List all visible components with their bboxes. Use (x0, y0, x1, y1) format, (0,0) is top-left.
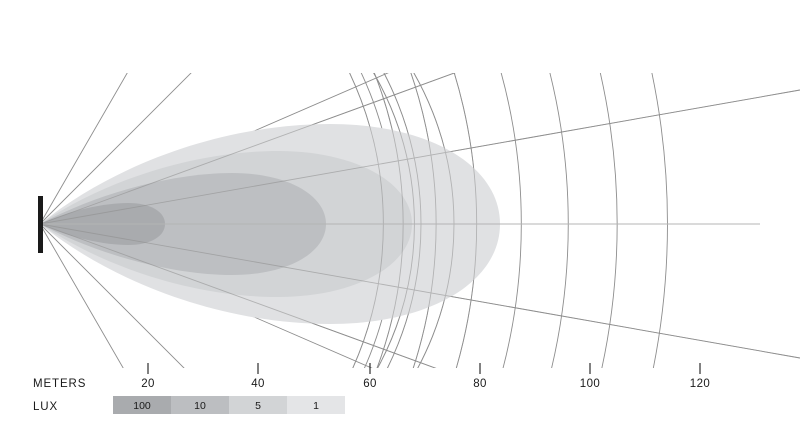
tick-label-120: 120 (690, 378, 710, 390)
lux-swatch-label-1: 1 (313, 400, 319, 412)
lux-swatch-label-5: 5 (255, 400, 261, 412)
grid-ray-down-10-overlay (39, 223, 800, 359)
grid-ray-up-60 (39, 73, 128, 225)
lux-swatch-label-10: 10 (194, 400, 206, 412)
tick-label-80: 80 (473, 378, 487, 390)
lux-swatch-100 (113, 396, 171, 414)
grid-ray-down-20-overlay (39, 223, 437, 368)
lux-swatch-1 (287, 396, 345, 414)
axis-ticks (147, 363, 701, 374)
lux-swatch-5 (229, 396, 287, 414)
grid-ray-up-20-overlay (39, 73, 456, 225)
tick-label-100: 100 (580, 378, 600, 390)
lux-swatch-label-100: 100 (133, 400, 151, 412)
tick-label-20: 20 (141, 378, 155, 390)
grid-ray-up-10-overlay (39, 89, 800, 225)
lux-legend-label: LUX (33, 401, 58, 413)
grid-ray-up-45 (39, 73, 192, 225)
axis-tick-labels: 20 40 60 80 100 120 (141, 378, 710, 390)
lux-swatch-10 (171, 396, 229, 414)
grid-ray-down-45 (39, 223, 185, 368)
meters-axis-label: METERS (33, 378, 86, 390)
luminaire-origin-bar (38, 196, 43, 253)
tick-label-60: 60 (363, 378, 377, 390)
grid-ray-down-60 (39, 223, 124, 368)
tick-label-40: 40 (251, 378, 265, 390)
lux-legend-scale: 100 10 5 1 (113, 396, 345, 414)
